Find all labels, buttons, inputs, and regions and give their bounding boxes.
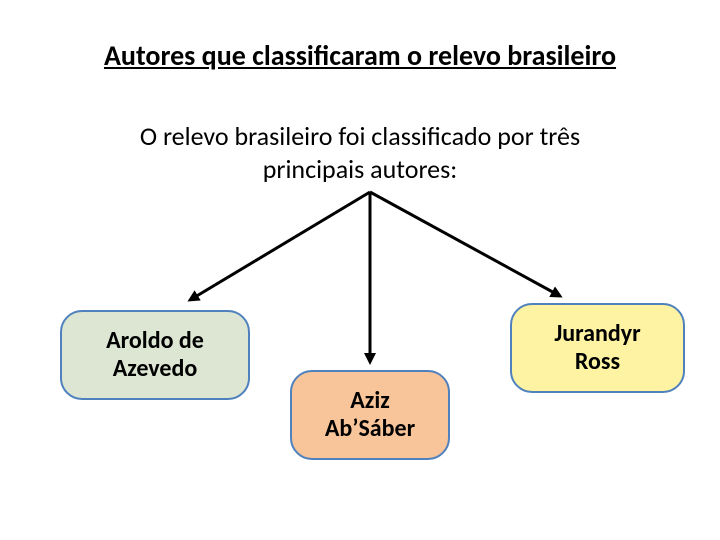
node-aroldo-de-azevedo: Aroldo deAzevedo xyxy=(60,310,250,400)
subtitle-line1: O relevo brasileiro foi classificado por… xyxy=(140,120,580,152)
subtitle: O relevo brasileiro foi classificado por… xyxy=(0,120,720,185)
page-title: Autores que classificaram o relevo brasi… xyxy=(0,38,720,73)
subtitle-line2: principais autores: xyxy=(263,153,458,185)
node-aziz-absaber: AzizAb’Sáber xyxy=(290,370,450,460)
node-label: JurandyrRoss xyxy=(554,320,640,375)
node-label: Aroldo deAzevedo xyxy=(106,327,204,382)
node-jurandyr-ross: JurandyrRoss xyxy=(510,303,685,393)
node-label: AzizAb’Sáber xyxy=(325,387,415,442)
title-text: Autores que classificaram o relevo brasi… xyxy=(104,38,616,73)
